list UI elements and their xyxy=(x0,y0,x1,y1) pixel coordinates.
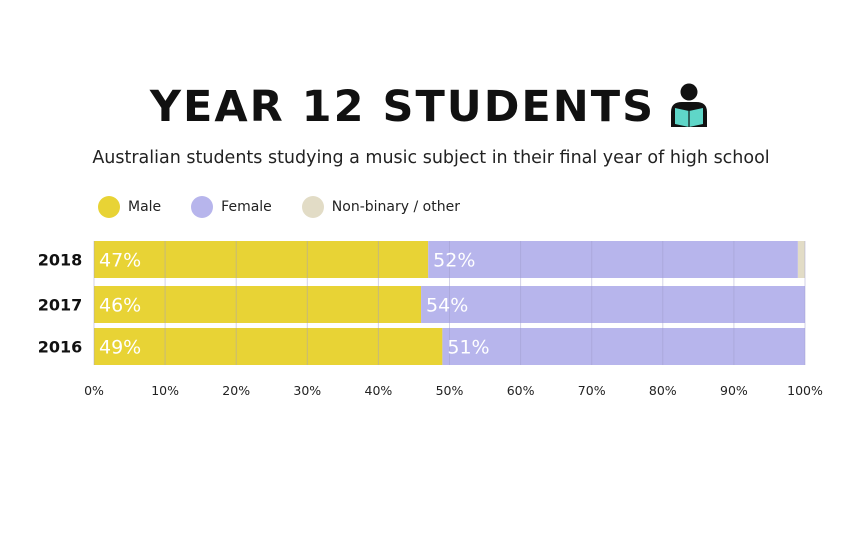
data-label: 52% xyxy=(433,250,475,272)
x-tick-label: 80% xyxy=(649,383,677,398)
x-tick-label: 30% xyxy=(293,383,321,398)
chart-title-block: YEAR 12 STUDENTS xyxy=(0,82,862,132)
x-tick-label: 100% xyxy=(787,383,823,398)
bar-2017-male xyxy=(94,286,422,323)
legend-label-female: Female xyxy=(221,199,272,215)
x-tick-label: 90% xyxy=(720,383,748,398)
legend-item-male: Male xyxy=(98,196,161,218)
bar-2016-female xyxy=(442,328,805,365)
bar-2018-non-binary-other xyxy=(797,241,805,278)
y-category-label: 2017 xyxy=(38,296,83,315)
legend-label-other: Non-binary / other xyxy=(331,199,460,215)
data-label: 54% xyxy=(426,295,468,317)
legend-item-female: Female xyxy=(191,196,272,218)
chart-title: YEAR 12 STUDENTS xyxy=(149,82,656,132)
data-label: 49% xyxy=(99,337,141,359)
x-tick-label: 10% xyxy=(151,383,179,398)
x-tick-label: 40% xyxy=(365,383,393,398)
y-category-label: 2018 xyxy=(38,251,83,270)
legend-item-other: Non-binary / other xyxy=(301,196,460,218)
data-label: 46% xyxy=(99,295,141,317)
y-category-label: 2016 xyxy=(38,338,83,357)
x-tick-label: 20% xyxy=(222,383,250,398)
legend-swatch-other xyxy=(301,196,324,218)
legend-swatch-female xyxy=(191,196,214,218)
data-label: 47% xyxy=(99,250,141,272)
legend: Male Female Non-binary / other xyxy=(98,196,490,218)
bar-2018-female xyxy=(428,241,798,278)
x-tick-label: 60% xyxy=(507,383,535,398)
legend-swatch-male xyxy=(98,196,120,218)
data-label: 51% xyxy=(447,337,489,359)
bar-2018-male xyxy=(94,241,429,278)
chart-subtitle: Australian students studying a music sub… xyxy=(92,148,770,168)
legend-label-male: Male xyxy=(128,199,162,215)
x-tick-label: 50% xyxy=(436,383,464,398)
x-tick-label: 0% xyxy=(84,383,104,398)
bar-2016-male xyxy=(94,328,443,365)
reading-student-icon xyxy=(666,82,712,132)
x-tick-label: 70% xyxy=(578,383,606,398)
bar-2017-female xyxy=(421,286,805,323)
